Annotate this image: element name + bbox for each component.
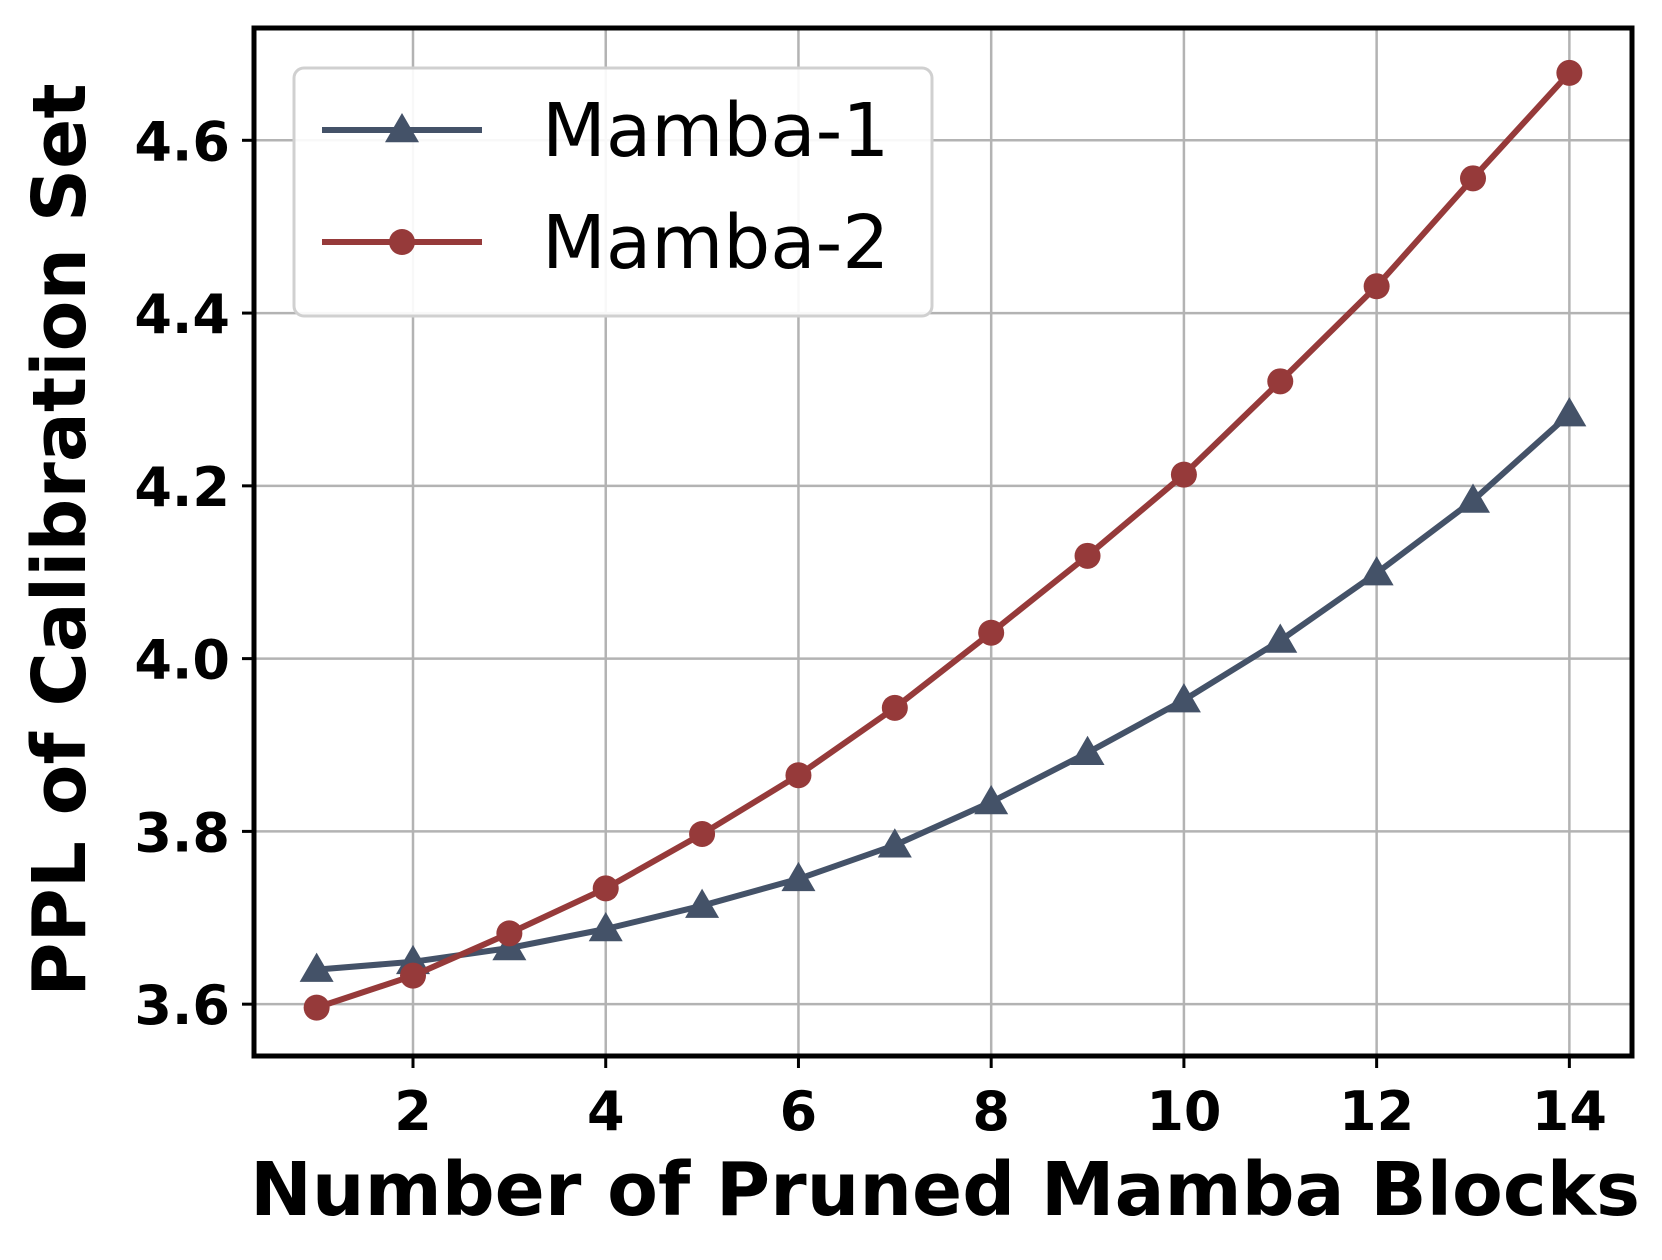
y-tick-label: 3.8 bbox=[134, 801, 230, 864]
legend-label: Mamba-1 bbox=[542, 88, 889, 174]
data-point bbox=[877, 828, 912, 858]
x-tick-label: 4 bbox=[587, 1080, 625, 1143]
data-point bbox=[1556, 59, 1583, 86]
legend-marker bbox=[389, 229, 415, 255]
y-axis-label: PPL of Calibration Set bbox=[17, 83, 103, 996]
data-point bbox=[592, 875, 619, 902]
series-mamba-1 bbox=[299, 397, 1587, 982]
x-tick-label: 8 bbox=[972, 1080, 1010, 1143]
y-tick-label: 4.2 bbox=[134, 456, 230, 519]
y-tick-label: 4.6 bbox=[134, 110, 230, 173]
data-point bbox=[496, 920, 523, 947]
plot-frame bbox=[251, 25, 1635, 1059]
legend-marker bbox=[385, 113, 419, 143]
x-axis-label: Number of Pruned Mamba Blocks bbox=[250, 1147, 1640, 1233]
series-line bbox=[313, 69, 1573, 1011]
data-point bbox=[1363, 273, 1390, 300]
x-tick-label: 12 bbox=[1339, 1080, 1414, 1143]
data-point bbox=[1267, 368, 1294, 395]
data-point bbox=[588, 912, 623, 942]
data-point bbox=[1166, 683, 1201, 713]
data-point bbox=[400, 962, 426, 989]
x-tick-label: 6 bbox=[780, 1080, 818, 1143]
data-point bbox=[978, 619, 1005, 646]
data-point bbox=[1359, 556, 1394, 586]
y-tick-label: 4.0 bbox=[134, 629, 230, 692]
y-tick-label: 3.6 bbox=[134, 974, 230, 1037]
x-tick-label: 10 bbox=[1146, 1080, 1221, 1143]
data-point bbox=[1070, 735, 1105, 766]
data-point bbox=[1456, 483, 1490, 513]
axis-ticks: 2 4 6 8 10 12 14 3.6 3.8 4.0 4.2 4.4 4.6 bbox=[134, 110, 1607, 1143]
series-layer bbox=[299, 59, 1587, 1021]
legend-label: Mamba-2 bbox=[542, 200, 889, 286]
data-point bbox=[689, 820, 716, 847]
data-point bbox=[1074, 542, 1101, 569]
legend-entries: Mamba-1 Mamba-2 bbox=[322, 88, 889, 286]
data-point bbox=[781, 861, 816, 892]
data-point bbox=[1170, 461, 1197, 488]
y-tick-label: 4.4 bbox=[134, 283, 230, 346]
data-point bbox=[685, 888, 720, 918]
x-tick-label: 14 bbox=[1532, 1080, 1607, 1143]
data-point bbox=[974, 785, 1009, 815]
legend: Mamba-1 Mamba-2 bbox=[292, 66, 934, 318]
data-point bbox=[1460, 165, 1486, 192]
data-point bbox=[1263, 623, 1298, 653]
data-point bbox=[1552, 397, 1587, 427]
data-point bbox=[299, 952, 334, 982]
x-tick-label: 2 bbox=[394, 1080, 432, 1143]
data-point bbox=[785, 762, 812, 789]
data-point bbox=[303, 994, 330, 1021]
data-point bbox=[881, 694, 908, 721]
series-mamba-2 bbox=[303, 59, 1583, 1021]
